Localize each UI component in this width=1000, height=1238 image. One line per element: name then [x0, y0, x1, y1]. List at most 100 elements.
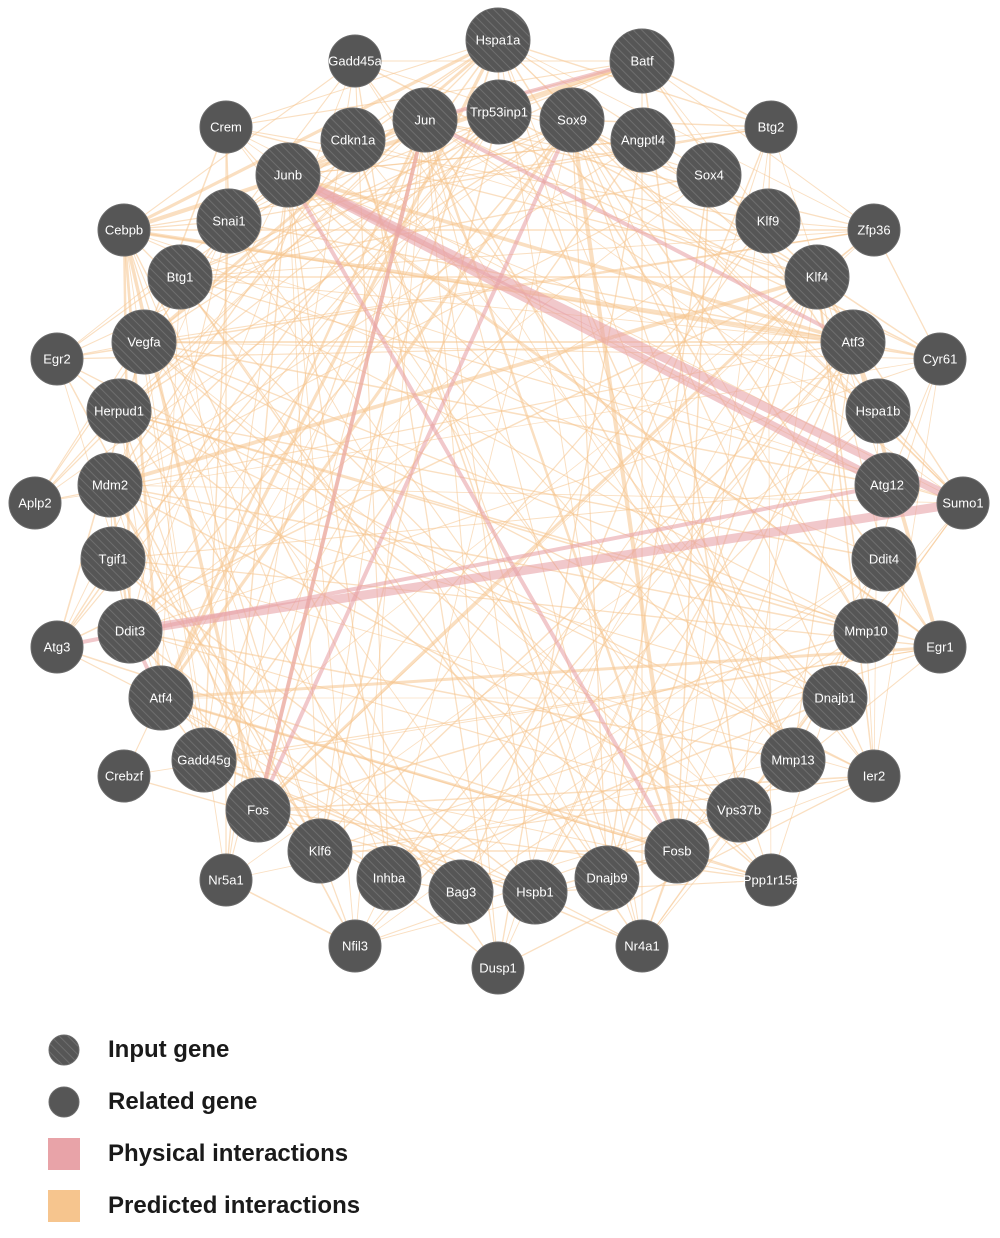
gene-node-fosb[interactable]: Fosb: [644, 818, 710, 884]
legend-label: Predicted interactions: [108, 1192, 361, 1219]
predicted-edge-Mmp13-Nr4a1: [641, 759, 794, 947]
predicted-edge-Junb-Dnajb1: [287, 174, 836, 699]
gene-node-aplp2[interactable]: Aplp2: [8, 476, 62, 530]
gene-node-inhba[interactable]: Inhba: [356, 845, 422, 911]
predicted-edge-Atf3-Mmp13: [792, 341, 854, 761]
gene-node-ier2[interactable]: Ier2: [847, 749, 901, 803]
gene-node-egr1[interactable]: Egr1: [913, 620, 967, 674]
gene-node-atf3[interactable]: Atf3: [820, 309, 886, 375]
gene-node-atf4[interactable]: Atf4: [128, 665, 194, 731]
gene-label: Vps37b: [717, 803, 761, 818]
gene-node-trp53inp1[interactable]: Trp53inp1: [466, 79, 532, 145]
gene-node-junb[interactable]: Junb: [255, 142, 321, 208]
gene-node-mmp13[interactable]: Mmp13: [760, 727, 826, 793]
predicted-edge-Ddit3-Bag3: [129, 630, 462, 893]
gene-node-nr4a1[interactable]: Nr4a1: [615, 919, 669, 973]
gene-node-hspb1[interactable]: Hspb1: [502, 859, 568, 925]
predicted-edge-Btg1-Sumo1: [179, 276, 964, 504]
predicted-edge-Atf3-Inhba: [388, 341, 854, 879]
gene-node-atg3[interactable]: Atg3: [30, 620, 84, 674]
gene-node-ddit3[interactable]: Ddit3: [97, 598, 163, 664]
gene-node-mdm2[interactable]: Mdm2: [77, 452, 143, 518]
gene-node-btg2[interactable]: Btg2: [744, 100, 798, 154]
gene-node-dnajb1[interactable]: Dnajb1: [802, 665, 868, 731]
predicted-edge-Btg1-Nr4a1: [179, 276, 643, 947]
gene-label: Klf9: [757, 214, 779, 229]
related-gene-circle: [471, 941, 525, 995]
gene-node-hspa1b[interactable]: Hspa1b: [845, 378, 911, 444]
gene-node-snai1[interactable]: Snai1: [196, 188, 262, 254]
gene-node-egr2[interactable]: Egr2: [30, 332, 84, 386]
legend-item-related-gene: Related gene: [48, 1082, 548, 1134]
input-gene-circle: [465, 7, 531, 73]
predicted-edge-Sox4-Mdm2: [109, 174, 710, 486]
predicted-edge-Vegfa-Vps37b: [143, 341, 740, 811]
related-gene-circle: [913, 332, 967, 386]
gene-node-klf9[interactable]: Klf9: [735, 188, 801, 254]
gene-node-sumo1[interactable]: Sumo1: [936, 476, 990, 530]
gene-node-nfil3[interactable]: Nfil3: [328, 919, 382, 973]
input-gene-circle: [610, 107, 676, 173]
gene-label: Vegfa: [127, 335, 161, 350]
gene-node-jun[interactable]: Jun: [392, 87, 458, 153]
gene-label: Crebzf: [105, 769, 144, 784]
gene-label: Btg1: [167, 270, 194, 285]
gene-label: Nfil3: [342, 939, 368, 954]
related-gene-circle: [847, 749, 901, 803]
gene-node-ppp1r15a[interactable]: Ppp1r15a: [743, 853, 800, 907]
input-gene-circle: [539, 87, 605, 153]
gene-label: Ppp1r15a: [743, 873, 800, 888]
gene-node-gadd45a[interactable]: Gadd45a: [328, 34, 383, 88]
physical-interactions-swatch: [48, 1138, 80, 1170]
gene-label: Mmp10: [844, 624, 887, 639]
gene-node-cyr61[interactable]: Cyr61: [913, 332, 967, 386]
input-gene-circle: [466, 79, 532, 145]
gene-label: Cyr61: [923, 352, 958, 367]
gene-node-dusp1[interactable]: Dusp1: [471, 941, 525, 995]
gene-node-klf4[interactable]: Klf4: [784, 244, 850, 310]
input-gene-circle: [97, 598, 163, 664]
related-gene-circle: [97, 203, 151, 257]
legend-item-input-gene: Input gene: [48, 1030, 548, 1082]
gene-node-batf[interactable]: Batf: [609, 28, 675, 94]
gene-node-herpud1[interactable]: Herpud1: [86, 378, 152, 444]
gene-node-vegfa[interactable]: Vegfa: [111, 309, 177, 375]
gene-node-vps37b[interactable]: Vps37b: [706, 777, 772, 843]
gene-label: Dnajb1: [814, 691, 855, 706]
gene-node-zfp36[interactable]: Zfp36: [847, 203, 901, 257]
input-gene-circle: [760, 727, 826, 793]
gene-node-angptl4[interactable]: Angptl4: [610, 107, 676, 173]
predicted-edge-Klf4-Dusp1: [497, 276, 818, 969]
gene-node-ddit4[interactable]: Ddit4: [851, 526, 917, 592]
gene-label: Hspa1a: [476, 33, 522, 48]
gene-label: Dnajb9: [586, 871, 627, 886]
gene-node-gadd45g[interactable]: Gadd45g: [171, 727, 237, 793]
physical-edge-Junb-Fosb: [286, 174, 679, 852]
gene-node-crebzf[interactable]: Crebzf: [97, 749, 151, 803]
input-gene-circle: [854, 452, 920, 518]
gene-node-mmp10[interactable]: Mmp10: [833, 598, 899, 664]
gene-node-btg1[interactable]: Btg1: [147, 244, 213, 310]
gene-node-crem[interactable]: Crem: [199, 100, 253, 154]
gene-node-atg12[interactable]: Atg12: [854, 452, 920, 518]
predicted-edge-Egr1-Atf4: [160, 645, 941, 700]
gene-node-cdkn1a[interactable]: Cdkn1a: [320, 107, 386, 173]
predicted-edge-Tgif1-Egr1: [112, 558, 941, 648]
gene-node-klf6[interactable]: Klf6: [287, 818, 353, 884]
gene-node-fos[interactable]: Fos: [225, 777, 291, 843]
gene-node-bag3[interactable]: Bag3: [428, 859, 494, 925]
gene-node-sox9[interactable]: Sox9: [539, 87, 605, 153]
gene-node-nr5a1[interactable]: Nr5a1: [199, 853, 253, 907]
gene-node-cebpb[interactable]: Cebpb: [97, 203, 151, 257]
predicted-edge-Junb-Gadd45g: [203, 174, 289, 761]
predicted-edge-Trp53inp1-Mdm2: [109, 111, 500, 486]
gene-node-sox4[interactable]: Sox4: [676, 142, 742, 208]
input-gene-circle: [171, 727, 237, 793]
input-gene-circle: [77, 452, 143, 518]
gene-node-hspa1a[interactable]: Hspa1a: [465, 7, 531, 73]
predicted-edge-Trp53inp1-Tgif1: [112, 111, 500, 560]
predicted-edge-Tgif1-Hspb1: [112, 558, 536, 893]
predicted-edge-Hspa1a-Zfp36: [497, 39, 875, 231]
gene-node-tgif1[interactable]: Tgif1: [80, 526, 146, 592]
gene-node-dnajb9[interactable]: Dnajb9: [574, 845, 640, 911]
